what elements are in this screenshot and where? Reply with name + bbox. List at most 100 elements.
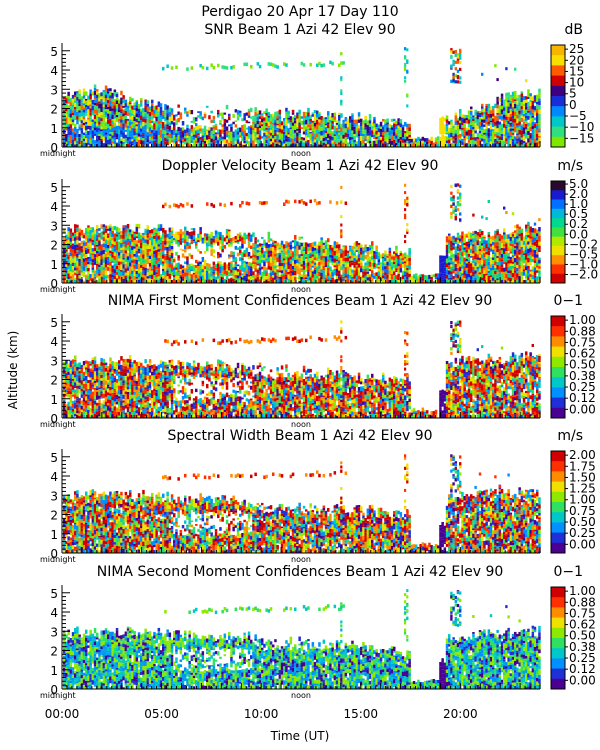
data-cell — [373, 254, 376, 259]
data-cell — [113, 241, 117, 245]
data-cell — [256, 273, 260, 277]
data-cell — [344, 267, 348, 269]
data-cell — [96, 115, 99, 120]
data-cell — [184, 249, 187, 253]
data-cell — [137, 265, 141, 270]
data-cell — [250, 116, 253, 119]
data-cell — [85, 254, 88, 258]
data-cell — [329, 120, 332, 123]
data-cell — [307, 128, 310, 131]
data-cell — [120, 264, 123, 268]
data-cell — [115, 125, 119, 130]
data-cell — [142, 258, 145, 263]
data-cell — [538, 128, 541, 131]
data-cell — [177, 255, 180, 259]
data-cell — [278, 278, 282, 282]
data-cell — [122, 123, 125, 127]
data-cell — [96, 102, 99, 106]
data-cell — [375, 249, 378, 252]
data-cell — [188, 278, 191, 282]
data-cell — [217, 271, 220, 276]
data-cell — [175, 133, 178, 138]
data-cell — [309, 275, 312, 278]
data-cell — [96, 246, 99, 251]
data-cell — [443, 135, 447, 140]
data-cell — [395, 135, 398, 139]
data-cell — [239, 238, 242, 242]
data-cell — [404, 136, 407, 140]
data-cell — [107, 257, 110, 261]
data-cell — [267, 278, 271, 281]
data-cell — [263, 128, 266, 132]
data-cell — [131, 105, 134, 110]
aloft-echo — [170, 66, 174, 70]
data-cell — [289, 244, 293, 250]
aloft-echo — [272, 63, 275, 67]
data-cell — [311, 281, 315, 283]
data-cell — [296, 122, 299, 128]
data-cell — [243, 143, 246, 145]
data-cell — [188, 268, 191, 271]
data-cell — [377, 275, 381, 279]
data-cell — [393, 123, 396, 128]
data-cell — [181, 137, 185, 139]
data-cell — [342, 276, 345, 279]
data-cell — [146, 257, 150, 261]
data-cell — [219, 253, 222, 258]
data-cell — [236, 233, 240, 236]
data-cell — [333, 241, 337, 245]
data-cell — [74, 144, 77, 147]
data-cell — [109, 91, 112, 96]
data-cell — [331, 269, 334, 273]
data-cell — [69, 263, 73, 268]
data-cell — [305, 246, 308, 252]
data-cell — [357, 267, 361, 272]
data-cell — [221, 273, 224, 278]
data-cell — [186, 274, 189, 276]
data-cell — [137, 235, 141, 239]
data-cell — [203, 141, 207, 144]
data-cell — [357, 125, 361, 129]
data-cell — [529, 118, 532, 123]
data-cell — [102, 98, 106, 103]
data-cell — [245, 261, 249, 264]
data-cell — [120, 90, 123, 96]
data-cell — [324, 140, 328, 144]
data-cell — [234, 270, 238, 275]
data-cell — [82, 132, 86, 135]
data-cell — [78, 265, 81, 271]
data-cell — [129, 121, 132, 126]
data-cell — [287, 119, 290, 122]
data-cell — [520, 115, 524, 118]
data-cell — [192, 241, 196, 244]
noon-label: noon — [291, 149, 311, 158]
data-cell — [364, 269, 367, 272]
data-cell — [232, 267, 235, 271]
data-cell — [287, 253, 290, 258]
data-cell — [124, 257, 128, 260]
data-cell — [221, 138, 224, 141]
data-cell — [76, 276, 79, 280]
data-cell — [113, 251, 117, 254]
data-cell — [278, 122, 282, 127]
data-cell — [100, 112, 103, 115]
data-cell — [223, 118, 227, 123]
data-cell — [173, 240, 176, 242]
data-cell — [300, 120, 304, 126]
data-cell — [80, 248, 84, 253]
data-cell — [338, 248, 341, 251]
data-cell — [82, 141, 86, 143]
data-cell — [481, 138, 484, 142]
data-cell — [272, 266, 275, 271]
data-cell — [100, 269, 103, 272]
data-cell — [247, 232, 251, 237]
data-cell — [104, 259, 108, 265]
data-cell — [274, 260, 277, 264]
streak-echo — [340, 78, 343, 82]
data-cell — [456, 131, 460, 135]
data-cell — [217, 112, 220, 115]
data-cell — [126, 245, 130, 250]
data-cell — [109, 140, 112, 145]
data-cell — [109, 234, 112, 237]
data-cell — [538, 107, 541, 110]
